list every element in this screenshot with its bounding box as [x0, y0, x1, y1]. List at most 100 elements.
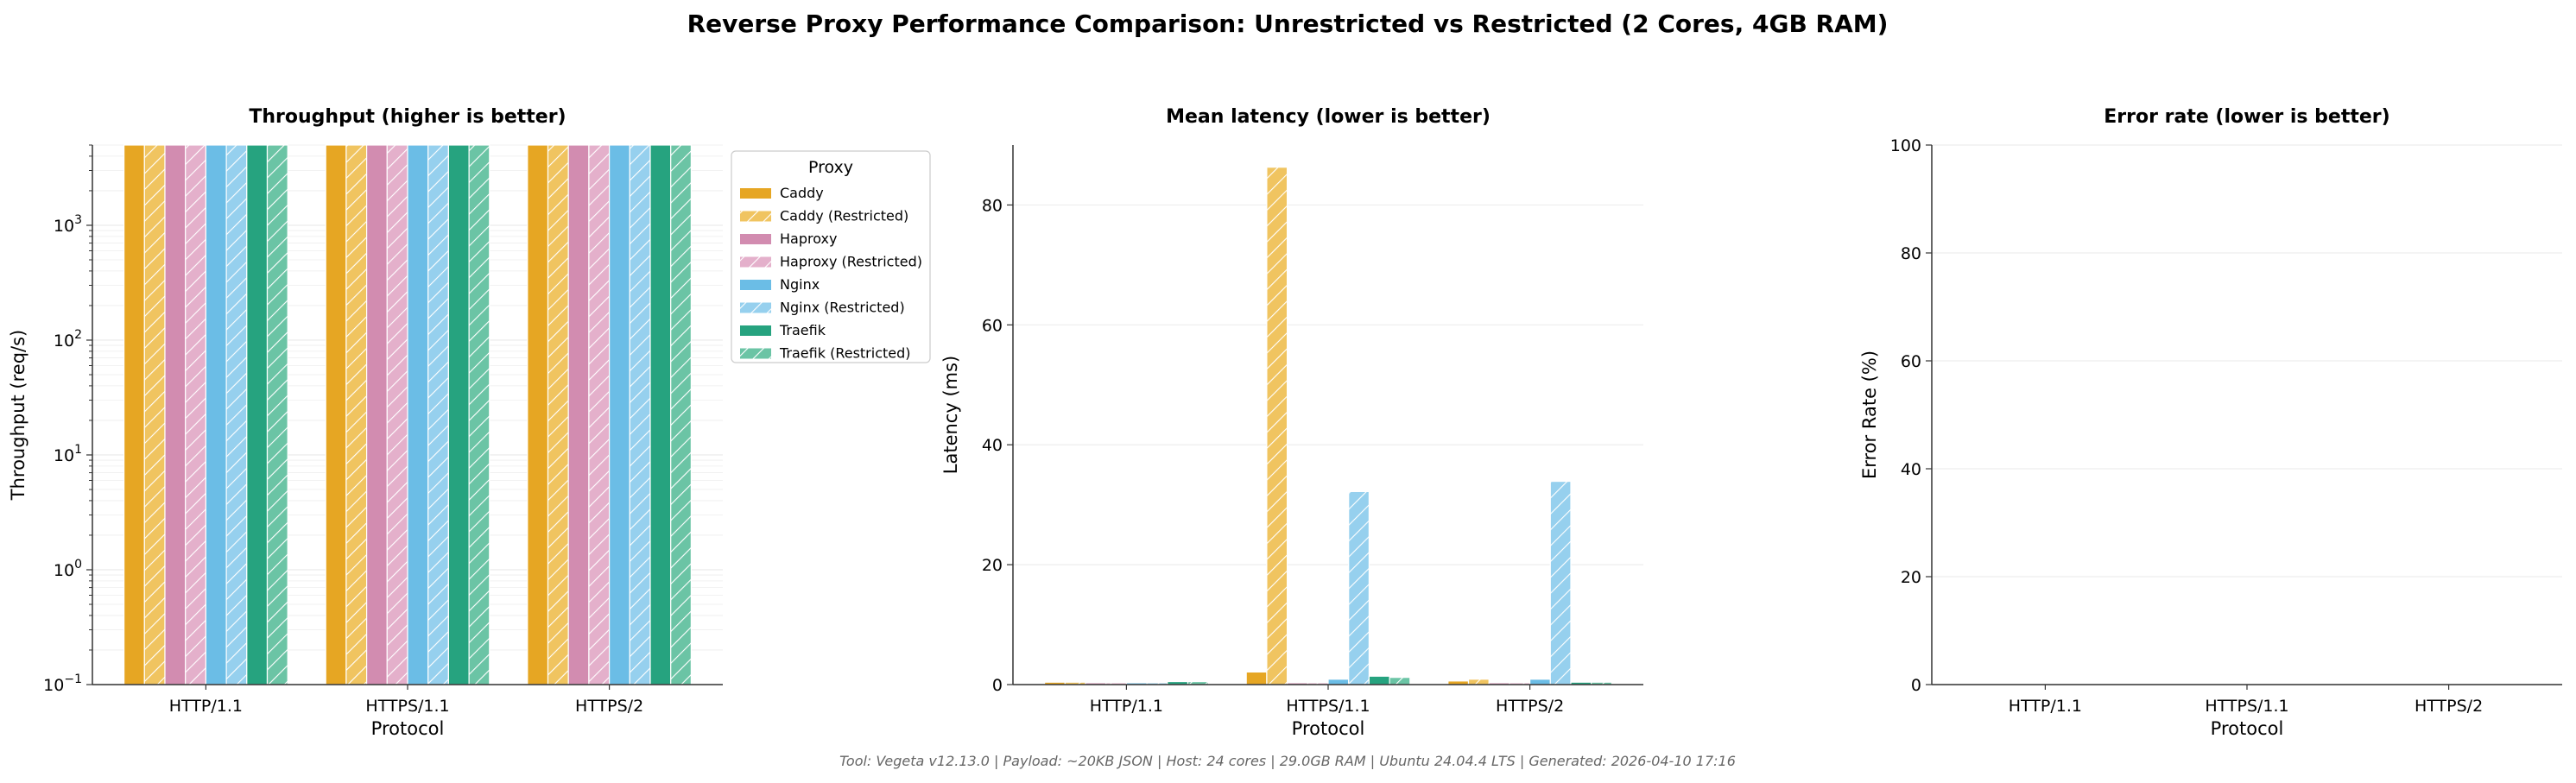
bar-hatch	[1348, 491, 1370, 685]
bar	[1549, 480, 1572, 685]
bar	[1368, 675, 1390, 685]
legend-title: Proxy	[808, 158, 853, 177]
bar-fill	[1529, 679, 1551, 685]
legend-label: Caddy	[780, 185, 824, 201]
bar	[1245, 671, 1268, 685]
bar-fill	[608, 144, 630, 685]
bar	[407, 144, 429, 685]
y-axis-label: Latency (ms)	[940, 356, 961, 474]
legend-swatch-hatch	[740, 256, 771, 268]
bar-hatch	[1065, 682, 1085, 685]
bar-fill	[649, 144, 672, 685]
bar-fill	[325, 144, 347, 685]
x-tick-label: HTTPS/1.1	[365, 697, 449, 716]
bar-hatch	[267, 145, 288, 685]
x-tick-label: HTTPS/2	[1496, 697, 1564, 716]
legend-swatch	[740, 325, 771, 336]
legend-swatch	[740, 188, 771, 199]
y-axis-label: Error Rate (%)	[1859, 350, 1880, 479]
bar-hatch	[1307, 682, 1328, 685]
bar-fill	[407, 144, 429, 685]
y-tick-label: 100	[54, 558, 82, 580]
bar	[629, 144, 651, 685]
bar	[608, 144, 630, 685]
legend-label: Nginx	[780, 276, 820, 293]
legend-item: Caddy	[740, 185, 824, 201]
y-tick-label: 60	[982, 316, 1003, 335]
bar-hatch	[1389, 677, 1410, 685]
bar-hatch	[1266, 167, 1288, 685]
bar	[588, 144, 611, 685]
bar-fill	[567, 144, 590, 685]
legend-label: Nginx (Restricted)	[780, 300, 905, 316]
bar	[325, 144, 347, 685]
y-tick-label: 40	[1901, 460, 1921, 479]
x-tick-label: HTTP/1.1	[2009, 697, 2082, 716]
bar-fill	[1368, 675, 1390, 685]
bar	[164, 144, 187, 685]
panel-title: Error rate (lower is better)	[2104, 106, 2389, 128]
bar	[427, 144, 450, 685]
bar	[266, 144, 288, 685]
bar-hatch	[1468, 679, 1490, 685]
legend-swatch-hatch	[740, 348, 771, 359]
bar-fill	[1327, 679, 1350, 685]
bar	[246, 144, 269, 685]
bar	[366, 144, 388, 685]
bar	[205, 144, 227, 685]
bar-hatch	[630, 145, 650, 685]
bar-hatch	[670, 145, 692, 685]
panel-3: Error rate (lower is better) HTTP/1.1 HTTP…	[1859, 106, 2562, 739]
panel-title: Throughput (higher is better)	[249, 106, 566, 128]
legend-item: Caddy (Restricted)	[740, 208, 908, 224]
legend-swatch	[740, 234, 771, 244]
legend-label: Caddy (Restricted)	[780, 208, 908, 224]
bar	[143, 144, 166, 685]
y-tick-label: 80	[1901, 244, 1921, 263]
panel-title: Mean latency (lower is better)	[1166, 106, 1491, 128]
bar	[1389, 677, 1411, 685]
bar	[447, 144, 470, 685]
y-tick-label: 101	[54, 443, 82, 465]
bar-hatch	[469, 145, 490, 685]
panel-1: Throughput (higher is better) HTTP/1.1 HTT…	[8, 106, 723, 739]
bar-fill	[1245, 671, 1268, 685]
x-tick-label: HTTPS/2	[2415, 697, 2483, 716]
x-axis-label: Protocol	[1292, 718, 1365, 739]
x-tick-label: HTTPS/1.1	[2205, 697, 2288, 716]
bar-fill	[123, 144, 145, 685]
legend-label: Haproxy (Restricted)	[780, 254, 922, 270]
y-tick-label: 102	[54, 328, 82, 350]
bar	[345, 144, 368, 685]
legend-item: Traefik	[740, 322, 826, 338]
legend-item: Nginx	[740, 276, 820, 293]
bar-fill	[527, 144, 549, 685]
bar-hatch	[387, 145, 408, 685]
bar	[1529, 679, 1551, 685]
bar-hatch	[1147, 682, 1168, 685]
legend-item: Haproxy	[740, 230, 837, 247]
legend-label: Traefik (Restricted)	[779, 345, 911, 362]
bar-hatch	[547, 145, 569, 685]
legend-label: Traefik	[779, 322, 826, 338]
legend-label: Haproxy	[780, 230, 837, 247]
bar-fill	[205, 144, 227, 685]
bar	[670, 144, 693, 685]
y-tick-label: 80	[982, 196, 1003, 215]
legend: Proxy Caddy Caddy (Restricted) Haproxy Hapro…	[731, 150, 931, 363]
y-tick-label: 0	[1911, 676, 1921, 695]
bar	[527, 144, 549, 685]
y-tick-label: 20	[1901, 568, 1921, 587]
x-tick-label: HTTPS/1.1	[1286, 697, 1370, 716]
y-tick-label: 0	[992, 676, 1003, 695]
panel-2: Mean latency (lower is better) HTTP/1.1 HT…	[940, 106, 1643, 739]
y-tick-label: 20	[982, 556, 1003, 575]
bar-hatch	[1550, 481, 1571, 685]
bar-hatch	[226, 145, 247, 685]
footer-note: Tool: Vegeta v12.13.0 | Payload: ~20KB J…	[839, 753, 1736, 769]
y-tick-label: 100	[1890, 136, 1921, 155]
legend-item: Traefik (Restricted)	[740, 345, 911, 362]
bar-fill	[447, 144, 470, 685]
x-tick-label: HTTP/1.1	[169, 697, 243, 716]
